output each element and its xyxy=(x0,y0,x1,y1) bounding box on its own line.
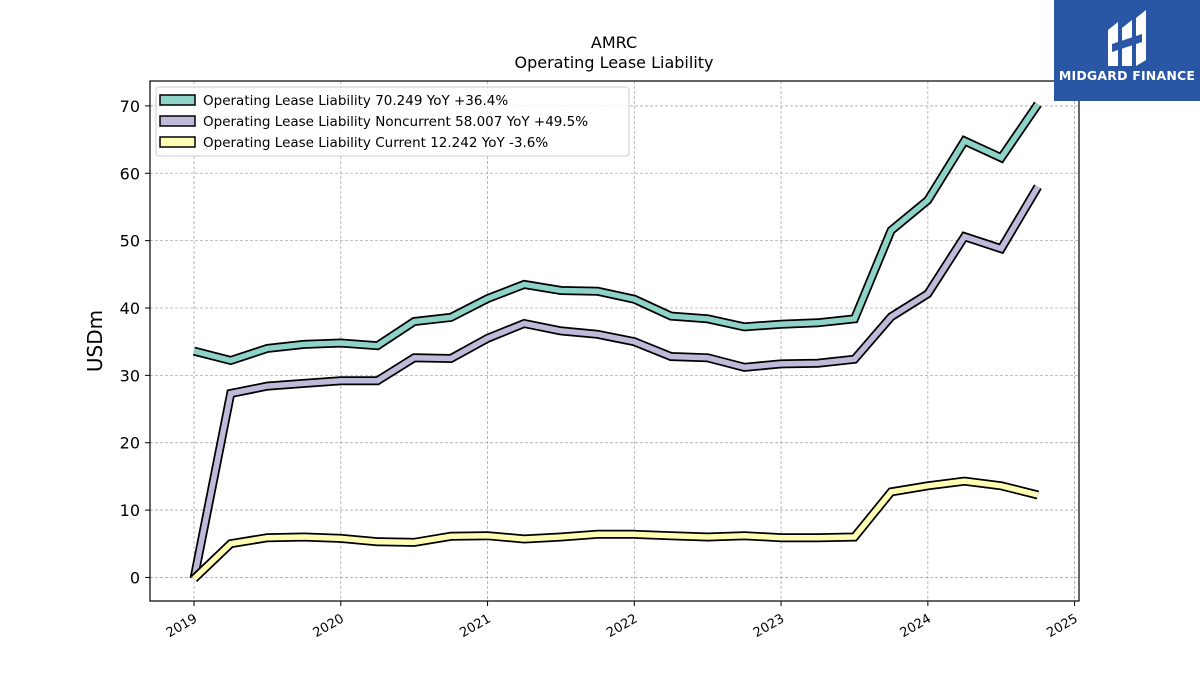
legend-swatch xyxy=(159,94,196,106)
series-line-outline xyxy=(190,476,1039,583)
legend-entry: Operating Lease Liability Current 12.242… xyxy=(203,135,548,151)
x-tick-label: 2025 xyxy=(1044,611,1080,641)
chart-title: AMRC xyxy=(591,33,637,52)
series-line xyxy=(191,185,1041,580)
series-line xyxy=(193,102,1041,364)
y-axis-label: USDm xyxy=(83,310,107,372)
x-tick-label: 2022 xyxy=(604,611,640,641)
y-tick-label: 70 xyxy=(120,97,140,116)
legend-box xyxy=(155,86,630,157)
y-tick-label: 30 xyxy=(120,366,140,385)
x-tick-label: 2019 xyxy=(164,611,200,641)
chart-subtitle: Operating Lease Liability xyxy=(514,53,713,72)
x-tick-label: 2021 xyxy=(457,611,493,641)
legend-entry: Operating Lease Liability 70.249 YoY +36… xyxy=(203,93,508,109)
y-tick-label: 40 xyxy=(120,299,140,318)
series-line xyxy=(192,478,1039,581)
series-lines xyxy=(189,101,1042,583)
plot-frame xyxy=(149,80,1080,602)
brand-name: MIDGARD FINANCE xyxy=(1058,68,1196,83)
y-tick-label: 10 xyxy=(120,501,140,520)
y-tick-label: 60 xyxy=(120,164,140,183)
midgard-logo: MIDGARD FINANCE xyxy=(1054,0,1200,101)
x-tick-label: 2024 xyxy=(898,611,934,641)
x-tick-label: 2020 xyxy=(311,611,347,641)
legend-entry: Operating Lease Liability Noncurrent 58.… xyxy=(203,114,588,130)
y-tick-label: 0 xyxy=(130,568,140,587)
legend-swatch xyxy=(159,115,196,127)
legend: Operating Lease Liability 70.249 YoY +36… xyxy=(155,86,630,157)
legend-swatch xyxy=(159,136,196,148)
midgard-logo-icon xyxy=(1108,10,1146,66)
y-tick-label: 20 xyxy=(120,434,140,453)
x-tick-label: 2023 xyxy=(751,611,787,641)
y-tick-label: 50 xyxy=(120,232,140,251)
